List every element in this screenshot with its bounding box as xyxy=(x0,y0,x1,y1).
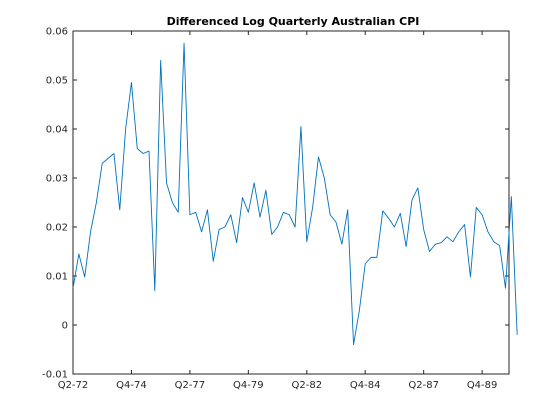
y-tick-label: 0.01 xyxy=(46,272,68,283)
y-tick-label: 0.04 xyxy=(46,125,68,136)
x-tick-label: Q4-74 xyxy=(116,380,147,391)
series-line xyxy=(72,42,518,346)
x-tick-label: Q2-82 xyxy=(291,380,322,391)
x-tick-label: Q4-84 xyxy=(350,380,381,391)
x-tick-label: Q4-79 xyxy=(233,380,264,391)
x-tick-label: Q4-89 xyxy=(467,380,498,391)
x-tick-label: Q2-87 xyxy=(408,380,439,391)
y-axis: -0.01 0 0.01 0.02 0.03 0.04 0.05 0.06 xyxy=(42,27,509,381)
x-axis: Q2-72 Q4-74 Q2-77 Q4-79 Q2-82 Q4-84 Q2-87 Q4-89 xyxy=(58,31,498,391)
y-tick-label: -0.01 xyxy=(42,370,68,381)
x-tick-label: Q2-77 xyxy=(175,380,206,391)
x-tick-label: Q2-72 xyxy=(58,380,89,391)
y-tick-label: 0.05 xyxy=(46,76,68,87)
y-tick-label: 0 xyxy=(62,321,68,332)
y-tick-label: 0.02 xyxy=(46,223,68,234)
chart-title: Differenced Log Quarterly Australian CPI xyxy=(167,15,420,28)
plot-area xyxy=(72,30,510,375)
y-tick-label: 0.06 xyxy=(46,27,68,38)
y-tick-label: 0.03 xyxy=(46,174,68,185)
